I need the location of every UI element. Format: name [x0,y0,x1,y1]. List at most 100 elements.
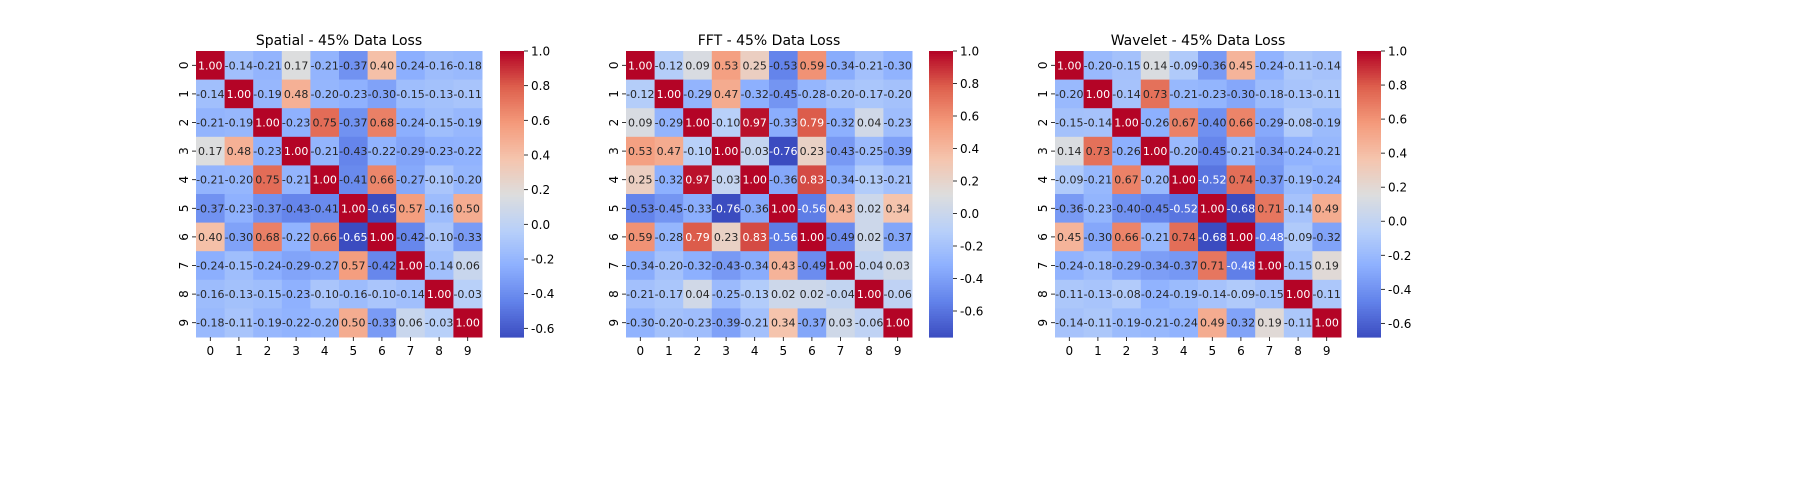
colorbar-segment [500,201,524,205]
cell-value-label: 1.00 [427,288,452,301]
cell-value-label: -0.14 [196,88,224,101]
colorbar-segment [500,239,524,243]
cell-value-label: -0.13 [1084,288,1112,301]
heatmap-cell [281,308,311,338]
colorbar-segment [500,286,524,290]
colorbar-segment [1357,213,1381,217]
heatmap-cell [1169,279,1199,309]
colorbar-segment [500,67,524,71]
cell-value-label: -0.14 [1084,117,1112,130]
colorbar-tick-label: 0.8 [1388,79,1407,93]
colorbar-segment [929,167,953,171]
colorbar-segment [1357,163,1381,166]
colorbar-segment [929,215,953,219]
heatmap-cell [826,194,856,224]
heatmap-cell [740,108,770,138]
heatmap-cell [769,308,799,338]
colorbar-segment [500,298,524,302]
cell-value-label: -0.30 [225,231,253,244]
heatmap-cell [740,51,770,81]
colorbar-segment [1357,70,1381,74]
heatmap-cell [281,165,311,195]
colorbar-segment [500,282,524,286]
heatmap-cell [1255,136,1285,166]
heatmap-cell [1055,279,1085,309]
colorbar-segment [1357,194,1381,197]
heatmap-cell [253,308,283,338]
heatmap-cell [1283,308,1313,338]
colorbar-segment [500,332,524,336]
cell-value-label: -0.15 [1112,59,1140,72]
cell-value-label: 0.45 [1057,231,1082,244]
cell-value-label: -0.24 [253,260,281,273]
heatmap-cell [424,222,454,252]
cell-value-label: -0.10 [683,145,711,158]
heatmap-cell [826,308,856,338]
heatmap-cell [453,136,483,166]
y-tick-label: 7 [607,262,621,270]
heatmap-cell [1255,251,1285,281]
cell-value-label: 0.06 [455,260,480,273]
heatmap-cell [396,222,426,252]
colorbar-segment [1357,286,1381,290]
heatmap-cell [626,251,656,281]
x-tick-label: 9 [894,344,902,358]
cell-value-label: -0.16 [339,288,367,301]
heatmap-cell [1255,279,1285,309]
cell-value-label: 0.74 [1229,174,1254,187]
heatmap-cell [196,136,226,166]
colorbar-tick-label: 0.2 [531,183,550,197]
colorbar-segment [929,198,953,202]
colorbar-segment [1357,303,1381,307]
cell-value-label: -0.21 [310,145,338,158]
cell-value-label: -0.20 [225,174,253,187]
cell-value-label: 0.73 [1143,88,1168,101]
x-tick-label: 7 [1266,344,1274,358]
cell-value-label: 0.71 [1257,202,1282,215]
heatmap-cell [683,51,713,81]
heatmap-cell [339,308,369,338]
colorbar-segment [1357,108,1381,112]
colorbar-segment [929,105,953,109]
colorbar-segment [500,306,524,309]
colorbar-segment [929,334,953,338]
colorbar-segment [929,282,953,286]
heatmap-cell [1055,108,1085,138]
heatmap-cell [1312,79,1342,109]
cell-value-label: -0.13 [740,288,768,301]
x-tick-label: 8 [865,344,873,358]
colorbar-segment [1357,51,1381,54]
cell-value-label: -0.10 [425,174,453,187]
cell-value-label: -0.15 [225,260,253,273]
colorbar-segment [1357,279,1381,283]
cell-value-label: -0.21 [1227,145,1255,158]
heatmap-cell [769,194,799,224]
colorbar-segment [500,265,524,269]
cell-value-label: -0.37 [339,117,367,130]
colorbar-segment [500,60,524,64]
heatmap-cell [310,308,340,338]
heatmap-cell [1140,194,1170,224]
cell-value-label: 0.79 [800,117,825,130]
cell-value-label: -0.20 [655,317,683,330]
heatmap-cell [1283,222,1313,252]
colorbar-segment [500,227,524,231]
heatmap-cell [654,79,684,109]
colorbar-segment [929,236,953,240]
colorbar-segment [500,141,524,145]
colorbar-segment [1357,263,1381,267]
colorbar-segment [500,74,524,78]
cell-value-label: -0.25 [712,288,740,301]
heatmap-cell [683,79,713,109]
cell-value-label: -0.21 [740,317,768,330]
cell-value-label: -0.04 [855,260,883,273]
cell-value-label: -0.14 [225,59,253,72]
cell-value-label: -0.32 [655,174,683,187]
y-tick-label: 5 [607,204,621,212]
cell-value-label: -0.48 [1255,231,1283,244]
cell-value-label: 0.97 [742,117,767,130]
cell-value-label: -0.03 [740,145,768,158]
cell-value-label: -0.29 [683,88,711,101]
colorbar-tick-label: 0.8 [960,77,979,91]
